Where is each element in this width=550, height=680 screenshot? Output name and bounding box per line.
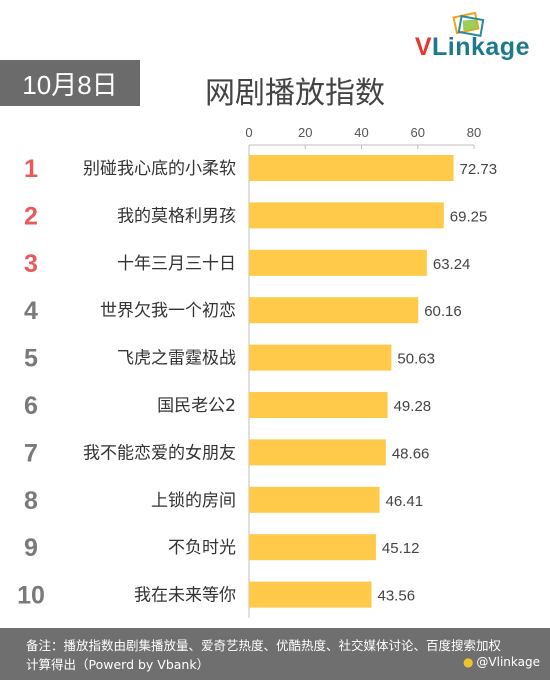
value-label: 69.25 (450, 208, 488, 225)
category-label: 不负时光 (168, 538, 236, 558)
category-label: 别碰我心底的小柔软 (83, 159, 236, 179)
value-label: 50.63 (397, 351, 435, 368)
ranking-bar-chart: 0 20 40 60 80 1 别碰我心底的小柔软 72.73 2 我的莫格利男孩 69.25 3 十… (17, 125, 497, 618)
weibo-handle: @Vlinkage (476, 655, 540, 669)
x-tick-label: 20 (298, 125, 312, 140)
chart-row: 10 我在未来等你 43.56 (17, 581, 416, 610)
chart-row: 4 世界欠我一个初恋 60.16 (24, 297, 462, 325)
bar (249, 202, 444, 229)
x-tick-label: 40 (354, 125, 368, 140)
bar (249, 581, 372, 608)
chart-row: 5 飞虎之雷霆极战 50.63 (24, 344, 435, 373)
category-label: 我在未来等你 (134, 586, 236, 606)
rank-number: 10 (17, 582, 45, 610)
bar (249, 534, 376, 561)
footer-note: 备注：播放指数由剧集播放量、爱奇艺热度、优酷热度、社交媒体讨论、百度搜索加权计算… (26, 638, 502, 672)
bar (249, 439, 386, 466)
vlinkage-logo: VLinkage (406, 12, 530, 61)
chart-row: 9 不负时光 45.12 (24, 534, 419, 562)
chart-row: 6 国民老公2 49.28 (24, 392, 431, 420)
x-tick-label: 60 (411, 125, 425, 140)
chart-row: 1 别碰我心底的小柔软 72.73 (24, 155, 497, 183)
rank-number: 4 (24, 297, 38, 325)
bar (249, 486, 380, 513)
logo-mark-icon (452, 12, 485, 37)
category-label: 国民老公2 (157, 396, 236, 416)
chart-row: 8 上锁的房间 46.41 (24, 486, 424, 515)
rank-number: 8 (24, 487, 38, 515)
rank-number: 7 (24, 439, 38, 467)
bar (249, 392, 388, 418)
chart-row: 7 我不能恋爱的女朋友 48.66 (24, 439, 429, 467)
logo-text: VLinkage (414, 33, 530, 61)
chart-row: 3 十年三月三十日 63.24 (24, 249, 471, 278)
bar (249, 249, 427, 276)
value-label: 48.66 (392, 445, 430, 462)
bar (249, 344, 392, 371)
bar (249, 155, 454, 181)
value-label: 43.56 (378, 588, 416, 605)
rank-number: 6 (24, 392, 38, 420)
rank-number: 1 (24, 155, 38, 183)
rank-number: 2 (24, 202, 38, 230)
chart-row: 2 我的莫格利男孩 69.25 (24, 202, 487, 230)
category-label: 上锁的房间 (151, 491, 236, 511)
value-label: 45.12 (382, 540, 420, 557)
category-label: 飞虎之雷霆极战 (117, 349, 236, 369)
category-label: 我的莫格利男孩 (117, 206, 236, 226)
weibo-icon: ● (462, 655, 474, 669)
chart-title: 网剧播放指数 (205, 76, 385, 111)
value-label: 72.73 (460, 161, 498, 178)
chart-rows: 1 别碰我心底的小柔软 72.73 2 我的莫格利男孩 69.25 3 十年三月三十日 63.2… (17, 155, 497, 610)
value-label: 49.28 (394, 398, 432, 415)
rank-number: 9 (24, 534, 38, 562)
x-tick-label: 80 (467, 125, 481, 140)
value-label: 60.16 (424, 303, 462, 320)
rank-number: 5 (24, 345, 38, 373)
category-label: 十年三月三十日 (117, 254, 236, 274)
footer: 备注：播放指数由剧集播放量、爱奇艺热度、优酷热度、社交媒体讨论、百度搜索加权计算… (0, 628, 550, 680)
category-label: 我不能恋爱的女朋友 (83, 442, 236, 463)
footer-handle: ● @Vlinkage (463, 655, 540, 669)
bar (249, 297, 419, 324)
value-label: 46.41 (386, 493, 424, 510)
value-label: 63.24 (433, 256, 471, 273)
category-label: 世界欠我一个初恋 (100, 300, 236, 321)
rank-number: 3 (24, 250, 38, 278)
date-badge: 10月8日 (0, 60, 140, 106)
x-tick-label: 0 (245, 125, 252, 140)
